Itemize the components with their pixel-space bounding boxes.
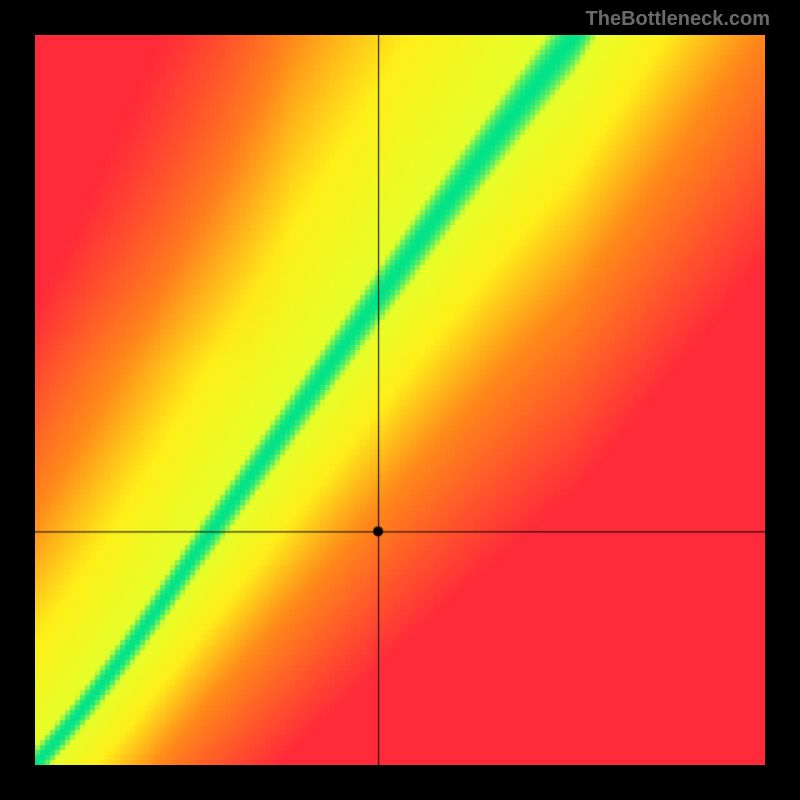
chart-container: TheBottleneck.com: [0, 0, 800, 800]
heatmap-canvas: [35, 35, 765, 765]
heatmap-area: [35, 35, 765, 765]
watermark-text: TheBottleneck.com: [586, 8, 770, 31]
